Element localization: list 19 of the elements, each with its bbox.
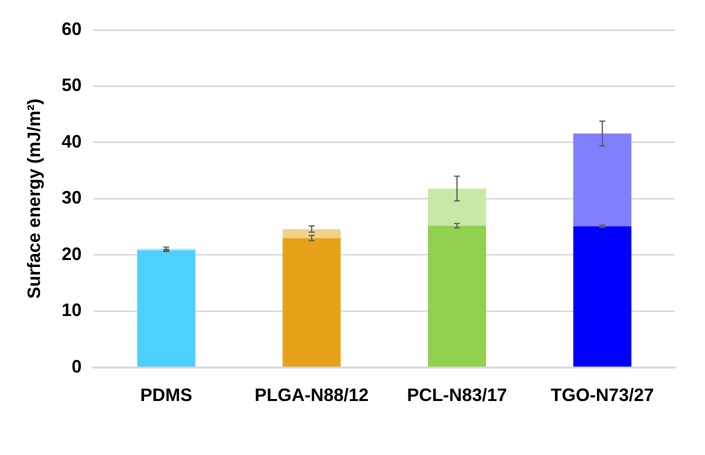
y-tick-label: 50 [62, 75, 82, 96]
bar [282, 229, 341, 238]
y-tick-label: 20 [62, 244, 82, 264]
x-tick-label: PLGA-N88/12 [254, 385, 369, 406]
bar [282, 238, 341, 367]
x-tick-label: TGO-N73/27 [550, 385, 654, 406]
bar [573, 133, 632, 226]
bar [428, 188, 486, 226]
y-tick-label: 30 [62, 188, 82, 208]
y-tick-label: 0 [72, 356, 82, 376]
bar [137, 250, 196, 367]
y-tick-label: 60 [62, 18, 82, 39]
y-tick-label: 10 [62, 300, 82, 320]
bar [573, 226, 632, 367]
x-tick-label: PDMS [140, 385, 192, 406]
x-tick-label: PCL-N83/17 [406, 385, 508, 406]
y-axis-title: Surface energy (mJ/m²) [24, 98, 44, 299]
y-tick-label: 40 [62, 131, 82, 152]
bar [428, 226, 486, 367]
